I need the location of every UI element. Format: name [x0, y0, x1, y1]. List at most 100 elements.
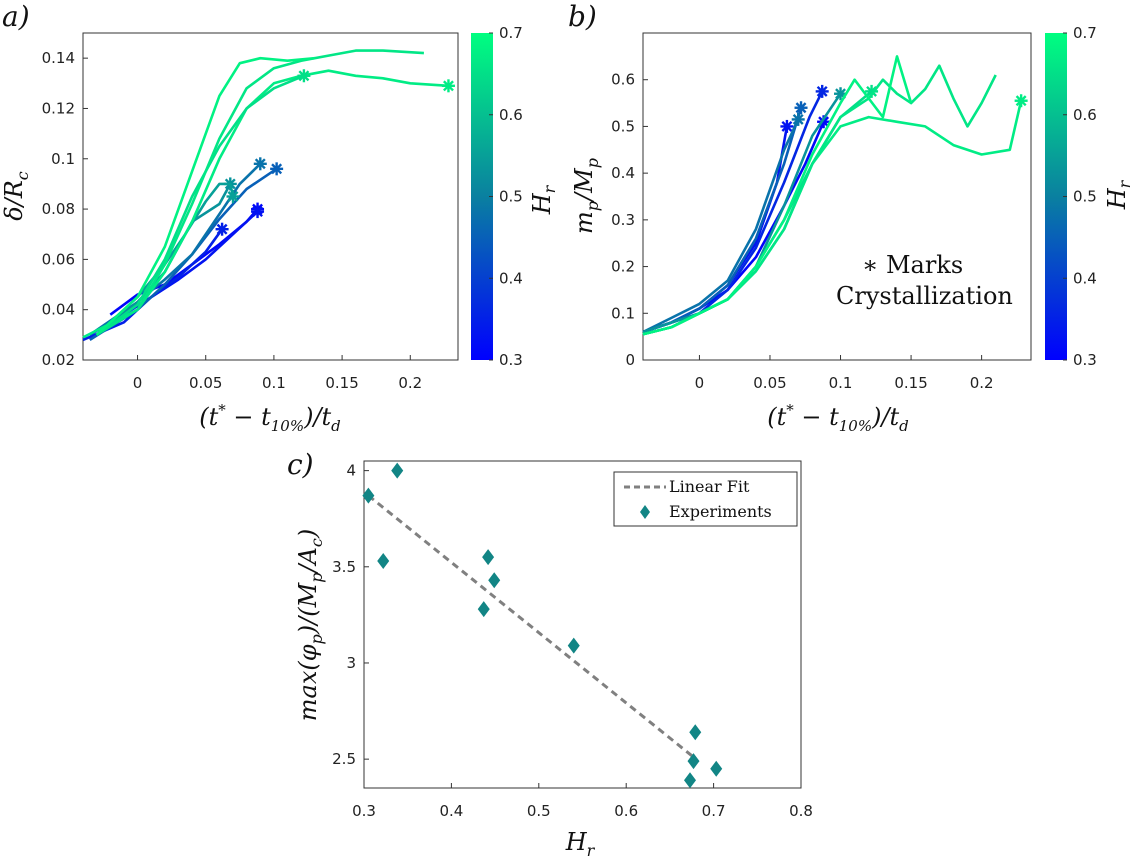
legend-fit-label: Linear Fit: [669, 477, 750, 496]
panel-a-colorbar-ticks: 0.3 0.4 0.5 0.6 0.7: [489, 24, 523, 369]
panel-c-label: c): [287, 448, 314, 481]
panel-a-series-1-crystallization-marker: [251, 205, 265, 219]
panel-b-series-2-crystallization-marker: [815, 84, 829, 98]
panel-c-ylabel: max(φp)/(Mp/Ac): [294, 529, 326, 721]
panel-a-ytick-label: 0.02: [42, 351, 75, 369]
panel-b-ytick-label: 0.6: [611, 71, 635, 89]
panel-b-series-line-4: [642, 118, 800, 334]
panel-b-series: [642, 55, 1028, 336]
panel-b-cbar-tick-label: 0.3: [1073, 351, 1097, 369]
panel-b-series-3-crystallization-marker: [794, 101, 808, 115]
panel-b-ticks: 0 0.05 0.1 0.15 0.2 0 0.1 0.2 0.3 0.4 0.5 0.6: [611, 71, 993, 392]
panel-b-ytick-label: 0: [625, 351, 635, 369]
panel-b: b) 0 0.05 0.1 0.15 0.2 0 0.1 0.2 0.3 0.4 0.5 0.6 ∗ …: [568, 0, 1134, 435]
panel-c-xtick-label: 0.7: [702, 802, 726, 820]
panel-c: c) 0.3 0.4 0.5 0.6 0.7 0.8 2.5 3 3.5 4 Linear Fit…: [287, 448, 813, 858]
panel-a-series-line-2: [82, 228, 224, 342]
panel-b-colorbar-ticks: 0.3 0.4 0.5 0.6 0.7: [1063, 24, 1097, 369]
panel-a-series-line-6: [95, 182, 235, 336]
panel-a-cbar-tick-label: 0.4: [499, 269, 523, 287]
panel-c-point: [391, 462, 404, 479]
panel-c-legend: Linear Fit Experiments: [613, 471, 798, 527]
panel-a-series-6-crystallization-marker: [226, 190, 240, 203]
panel-c-point: [684, 772, 697, 789]
panel-c-point: [488, 572, 501, 589]
panel-b-colorbar-label: Hr: [1103, 179, 1134, 210]
panel-a-axes-box: [82, 32, 459, 361]
panel-b-ytick-label: 0.4: [611, 164, 635, 182]
panel-a-cbar-tick-label: 0.5: [499, 188, 523, 206]
panel-b-axes-box: [642, 32, 1032, 361]
panel-b-series-6-crystallization-marker: [1014, 94, 1028, 108]
panel-c-xtick-label: 0.6: [614, 802, 638, 820]
panel-b-cbar-tick-label: 0.4: [1073, 269, 1097, 287]
panel-a-cbar-tick-label: 0.7: [499, 24, 523, 42]
panel-b-xtick-label: 0.2: [970, 374, 994, 392]
panel-c-xlabel: Hr: [565, 828, 596, 858]
legend-points-label: Experiments: [669, 502, 772, 521]
panel-a-xtick-label: 0: [133, 374, 143, 392]
panel-b-ytick-label: 0.1: [611, 304, 635, 322]
panel-a-ytick-label: 0.14: [42, 49, 75, 67]
panel-b-series-7-crystallization-marker: [865, 84, 879, 98]
legend-points-swatch: [640, 505, 650, 519]
panel-a-xtick-label: 0.15: [325, 374, 358, 392]
panel-c-xtick-label: 0.3: [352, 802, 376, 820]
panel-a-series-line-9: [95, 49, 424, 336]
panel-c-axes-box: [363, 460, 802, 789]
panel-a-ylabel: δ/Rc: [0, 171, 32, 221]
panel-a: a) 0 0.05 0.1 0.15 0.2 0.02 0.04 0.06 0.08 0.1 0.1…: [0, 0, 559, 435]
panel-a-series-3-crystallization-marker: [270, 162, 284, 176]
panel-a-xtick-label: 0.2: [398, 374, 422, 392]
panel-c-ytick-label: 4: [346, 462, 356, 480]
panel-b-cbar-tick-label: 0.7: [1073, 24, 1097, 42]
panel-b-ytick-label: 0.2: [611, 258, 635, 276]
panel-c-point: [482, 549, 495, 566]
panel-a-series: [82, 49, 455, 342]
panel-c-point: [477, 601, 490, 618]
panel-c-point: [377, 553, 390, 570]
panel-b-series-1-crystallization-marker: [780, 119, 794, 133]
panel-b-cbar-tick-label: 0.5: [1073, 188, 1097, 206]
panel-b-label: b): [568, 0, 597, 33]
panel-b-annotation-line2: Crystallization: [836, 282, 1013, 310]
panel-b-ytick-label: 0.5: [611, 117, 635, 135]
panel-b-xtick-label: 0: [695, 374, 705, 392]
panel-b-annotation-line1: ∗ Marks: [862, 251, 963, 279]
panel-c-fit-line: [367, 494, 698, 761]
panel-b-series-line-9: [642, 55, 913, 336]
panel-a-series-line-7: [82, 69, 449, 339]
panel-a-colorbar: [471, 33, 493, 360]
panel-c-fit: [367, 494, 698, 761]
panel-b-xtick-label: 0.1: [829, 374, 853, 392]
panel-c-point: [687, 753, 700, 770]
panel-c-point: [689, 724, 702, 741]
panel-b-ytick-label: 0.3: [611, 211, 635, 229]
panel-c-point: [710, 760, 723, 777]
panel-a-xtick-label: 0.1: [262, 374, 286, 392]
panel-c-ytick-label: 3.5: [332, 558, 356, 576]
panel-c-xtick-label: 0.8: [789, 802, 813, 820]
panel-a-ytick-label: 0.12: [42, 99, 75, 117]
panel-a-colorbar-label: Hr: [528, 184, 559, 215]
panel-c-xtick-label: 0.5: [527, 802, 551, 820]
panel-a-ytick-label: 0.04: [42, 301, 75, 319]
panel-b-xtick-label: 0.05: [753, 374, 786, 392]
panel-c-point: [567, 637, 580, 654]
panel-a-ytick-label: 0.08: [42, 200, 75, 218]
panel-c-ticks: 0.3 0.4 0.5 0.6 0.7 0.8 2.5 3 3.5 4: [332, 462, 813, 820]
panel-a-xlabel: (t* − t10%)/td: [199, 401, 341, 435]
panel-c-points: [362, 462, 723, 789]
panel-a-series-4-crystallization-marker: [253, 157, 267, 171]
panel-b-series-4-crystallization-marker: [791, 112, 805, 126]
panel-a-cbar-tick-label: 0.3: [499, 351, 523, 369]
panel-a-ytick-label: 0.1: [51, 150, 75, 168]
panel-a-ytick-label: 0.06: [42, 250, 75, 268]
panel-a-label: a): [2, 0, 30, 33]
panel-c-xtick-label: 0.4: [439, 802, 463, 820]
panel-a-series-2-crystallization-marker: [215, 222, 229, 236]
panel-c-point: [362, 487, 375, 504]
panel-b-colorbar: [1045, 33, 1067, 360]
panel-a-series-7-crystallization-marker: [441, 79, 455, 93]
